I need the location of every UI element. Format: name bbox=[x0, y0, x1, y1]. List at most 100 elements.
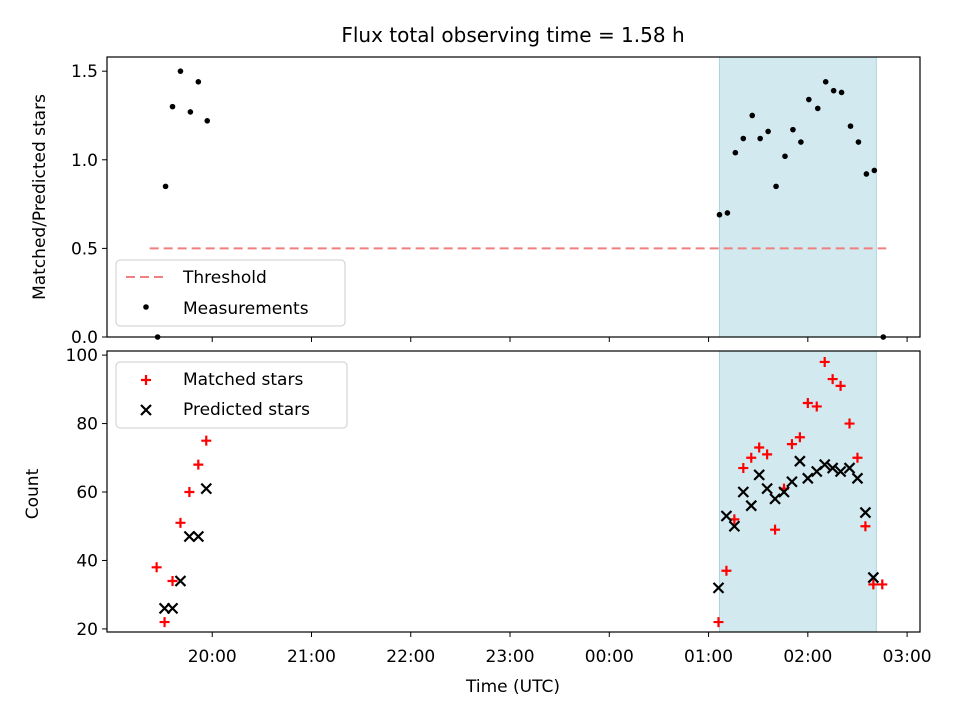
measurement-point bbox=[871, 167, 878, 174]
measurement-point bbox=[716, 211, 723, 218]
predicted-stars-point bbox=[851, 472, 864, 485]
predicted-stars-point bbox=[712, 582, 725, 594]
matched-stars-point bbox=[786, 439, 797, 450]
bottom-y-tick-label: 20 bbox=[76, 620, 98, 640]
predicted-stars-point bbox=[745, 499, 758, 512]
predicted-stars-point bbox=[769, 493, 781, 505]
measurement-point bbox=[740, 135, 747, 142]
top-observing-window bbox=[718, 56, 877, 338]
matched-stars-point bbox=[819, 356, 830, 367]
predicted-stars-point bbox=[166, 602, 179, 615]
measurement-point bbox=[782, 153, 788, 160]
predicted-stars-point bbox=[826, 462, 839, 474]
bottom-observing-window bbox=[718, 350, 877, 633]
measurement-point bbox=[724, 210, 731, 216]
matched-stars-point bbox=[802, 398, 813, 409]
matched-stars-point bbox=[770, 524, 781, 535]
matched-stars-point bbox=[754, 442, 765, 453]
matched-stars-point bbox=[721, 565, 732, 576]
measurement-point bbox=[765, 128, 771, 135]
x-tick-label: 02:00 bbox=[783, 647, 832, 667]
measurement-point bbox=[814, 105, 821, 112]
legend-threshold-label: Threshold bbox=[182, 268, 267, 288]
matched-stars-point bbox=[868, 579, 879, 590]
legend-matched-label: Matched stars bbox=[183, 370, 303, 390]
top-y-tick-label: 1.0 bbox=[71, 151, 98, 171]
matched-stars-point bbox=[159, 617, 170, 628]
predicted-stars-point bbox=[859, 506, 872, 519]
top-y-axis-label: Matched/Predicted stars bbox=[30, 94, 50, 300]
measurement-point bbox=[863, 171, 870, 177]
measurement-point bbox=[822, 79, 829, 85]
legend-matched-swatch bbox=[141, 375, 151, 385]
legend-predicted-label: Predicted stars bbox=[183, 400, 310, 420]
bottom-y-tick-label: 60 bbox=[76, 483, 98, 503]
measurement-point bbox=[838, 89, 845, 96]
measurement-point bbox=[169, 103, 176, 110]
x-tick-label: 00:00 bbox=[585, 647, 634, 667]
measurement-point bbox=[773, 183, 779, 190]
bottom-y-tick-label: 100 bbox=[66, 346, 98, 366]
matched-stars-point bbox=[175, 517, 186, 528]
top-panel: 0.0 0.5 1.0 1.5 Threshold Measurements bbox=[71, 56, 921, 348]
bottom-panel: 20 40 60 80 100 20:00 21:00 22:00 23:00 00:00 01:0… bbox=[66, 346, 932, 667]
measurement-point bbox=[806, 96, 812, 103]
x-tick-label: 21:00 bbox=[287, 647, 336, 667]
bottom-legend-box bbox=[115, 361, 348, 429]
x-tick-label: 22:00 bbox=[386, 647, 435, 667]
predicted-stars-point bbox=[794, 455, 806, 467]
top-y-tick-label: 0.5 bbox=[71, 239, 98, 259]
measurement-point bbox=[732, 149, 739, 156]
matched-stars-point bbox=[738, 463, 749, 474]
matched-stars-point bbox=[184, 487, 195, 498]
measurement-point bbox=[204, 117, 211, 124]
matched-stars-point bbox=[835, 380, 846, 391]
x-tick-label: 23:00 bbox=[486, 647, 535, 667]
measurement-point bbox=[187, 109, 194, 115]
matched-stars-point bbox=[193, 459, 204, 470]
predicted-stars-point bbox=[867, 571, 880, 584]
x-tick-label: 03:00 bbox=[883, 647, 932, 667]
bottom-y-axis-label: Count bbox=[23, 468, 43, 519]
matched-stars-point bbox=[151, 562, 162, 573]
measurement-point bbox=[798, 139, 804, 145]
bottom-y-tick-label: 80 bbox=[76, 415, 98, 435]
measurement-point bbox=[847, 123, 854, 129]
predicted-stars-point bbox=[183, 530, 196, 543]
top-y-tick-label: 0.0 bbox=[71, 328, 98, 348]
predicted-stars-point bbox=[753, 469, 765, 481]
legend-predicted-swatch bbox=[140, 404, 152, 416]
matched-stars-point bbox=[844, 418, 855, 429]
x-tick-label: 20:00 bbox=[188, 647, 237, 667]
top-legend-box bbox=[115, 259, 346, 327]
predicted-stars-point bbox=[728, 520, 741, 533]
measurement-point bbox=[162, 183, 169, 190]
bottom-y-tick-label: 40 bbox=[76, 551, 98, 571]
matched-stars-point bbox=[852, 452, 863, 463]
matched-stars-point bbox=[877, 579, 888, 590]
predicted-stars-point bbox=[174, 575, 187, 587]
top-axes-frame bbox=[106, 56, 921, 338]
x-tick-label: 01:00 bbox=[684, 647, 733, 667]
matched-stars-point bbox=[713, 617, 724, 628]
predicted-stars-point bbox=[192, 530, 205, 543]
matched-stars-point bbox=[167, 576, 178, 587]
predicted-stars-point bbox=[818, 458, 831, 471]
matched-stars-point bbox=[794, 432, 805, 443]
predicted-stars-point bbox=[778, 486, 790, 498]
matched-stars-point bbox=[762, 449, 773, 460]
matched-stars-point bbox=[811, 401, 822, 412]
chart-title: Flux total observing time = 1.58 h bbox=[341, 23, 684, 47]
measurement-point bbox=[177, 68, 184, 74]
predicted-stars-point bbox=[843, 462, 856, 474]
bottom-axes-frame bbox=[106, 350, 921, 633]
measurement-point bbox=[757, 135, 763, 142]
measurement-point bbox=[790, 126, 796, 133]
predicted-stars-point bbox=[761, 482, 773, 495]
matched-stars-point bbox=[201, 435, 212, 446]
top-y-tick-label: 1.5 bbox=[71, 62, 98, 82]
measurement-point bbox=[855, 139, 862, 145]
x-axis-label: Time (UTC) bbox=[465, 677, 560, 697]
predicted-stars-point bbox=[737, 486, 750, 498]
